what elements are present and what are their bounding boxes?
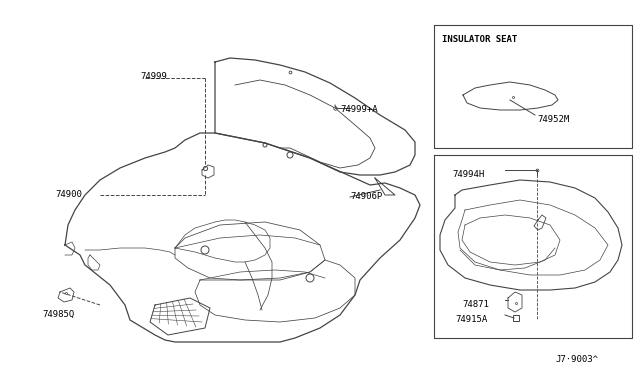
Text: 74985Q: 74985Q (42, 310, 74, 319)
Text: INSULATOR SEAT: INSULATOR SEAT (442, 35, 517, 44)
Text: 74906P: 74906P (350, 192, 382, 201)
Text: 74999: 74999 (140, 72, 167, 81)
Text: 74871: 74871 (462, 300, 489, 309)
Text: 74994H: 74994H (452, 170, 484, 179)
Text: J7·9003^: J7·9003^ (555, 355, 598, 364)
Text: 74915A: 74915A (455, 315, 487, 324)
Text: 74900: 74900 (55, 190, 82, 199)
Text: 74999+A: 74999+A (340, 105, 378, 114)
Text: 74952M: 74952M (537, 115, 569, 124)
